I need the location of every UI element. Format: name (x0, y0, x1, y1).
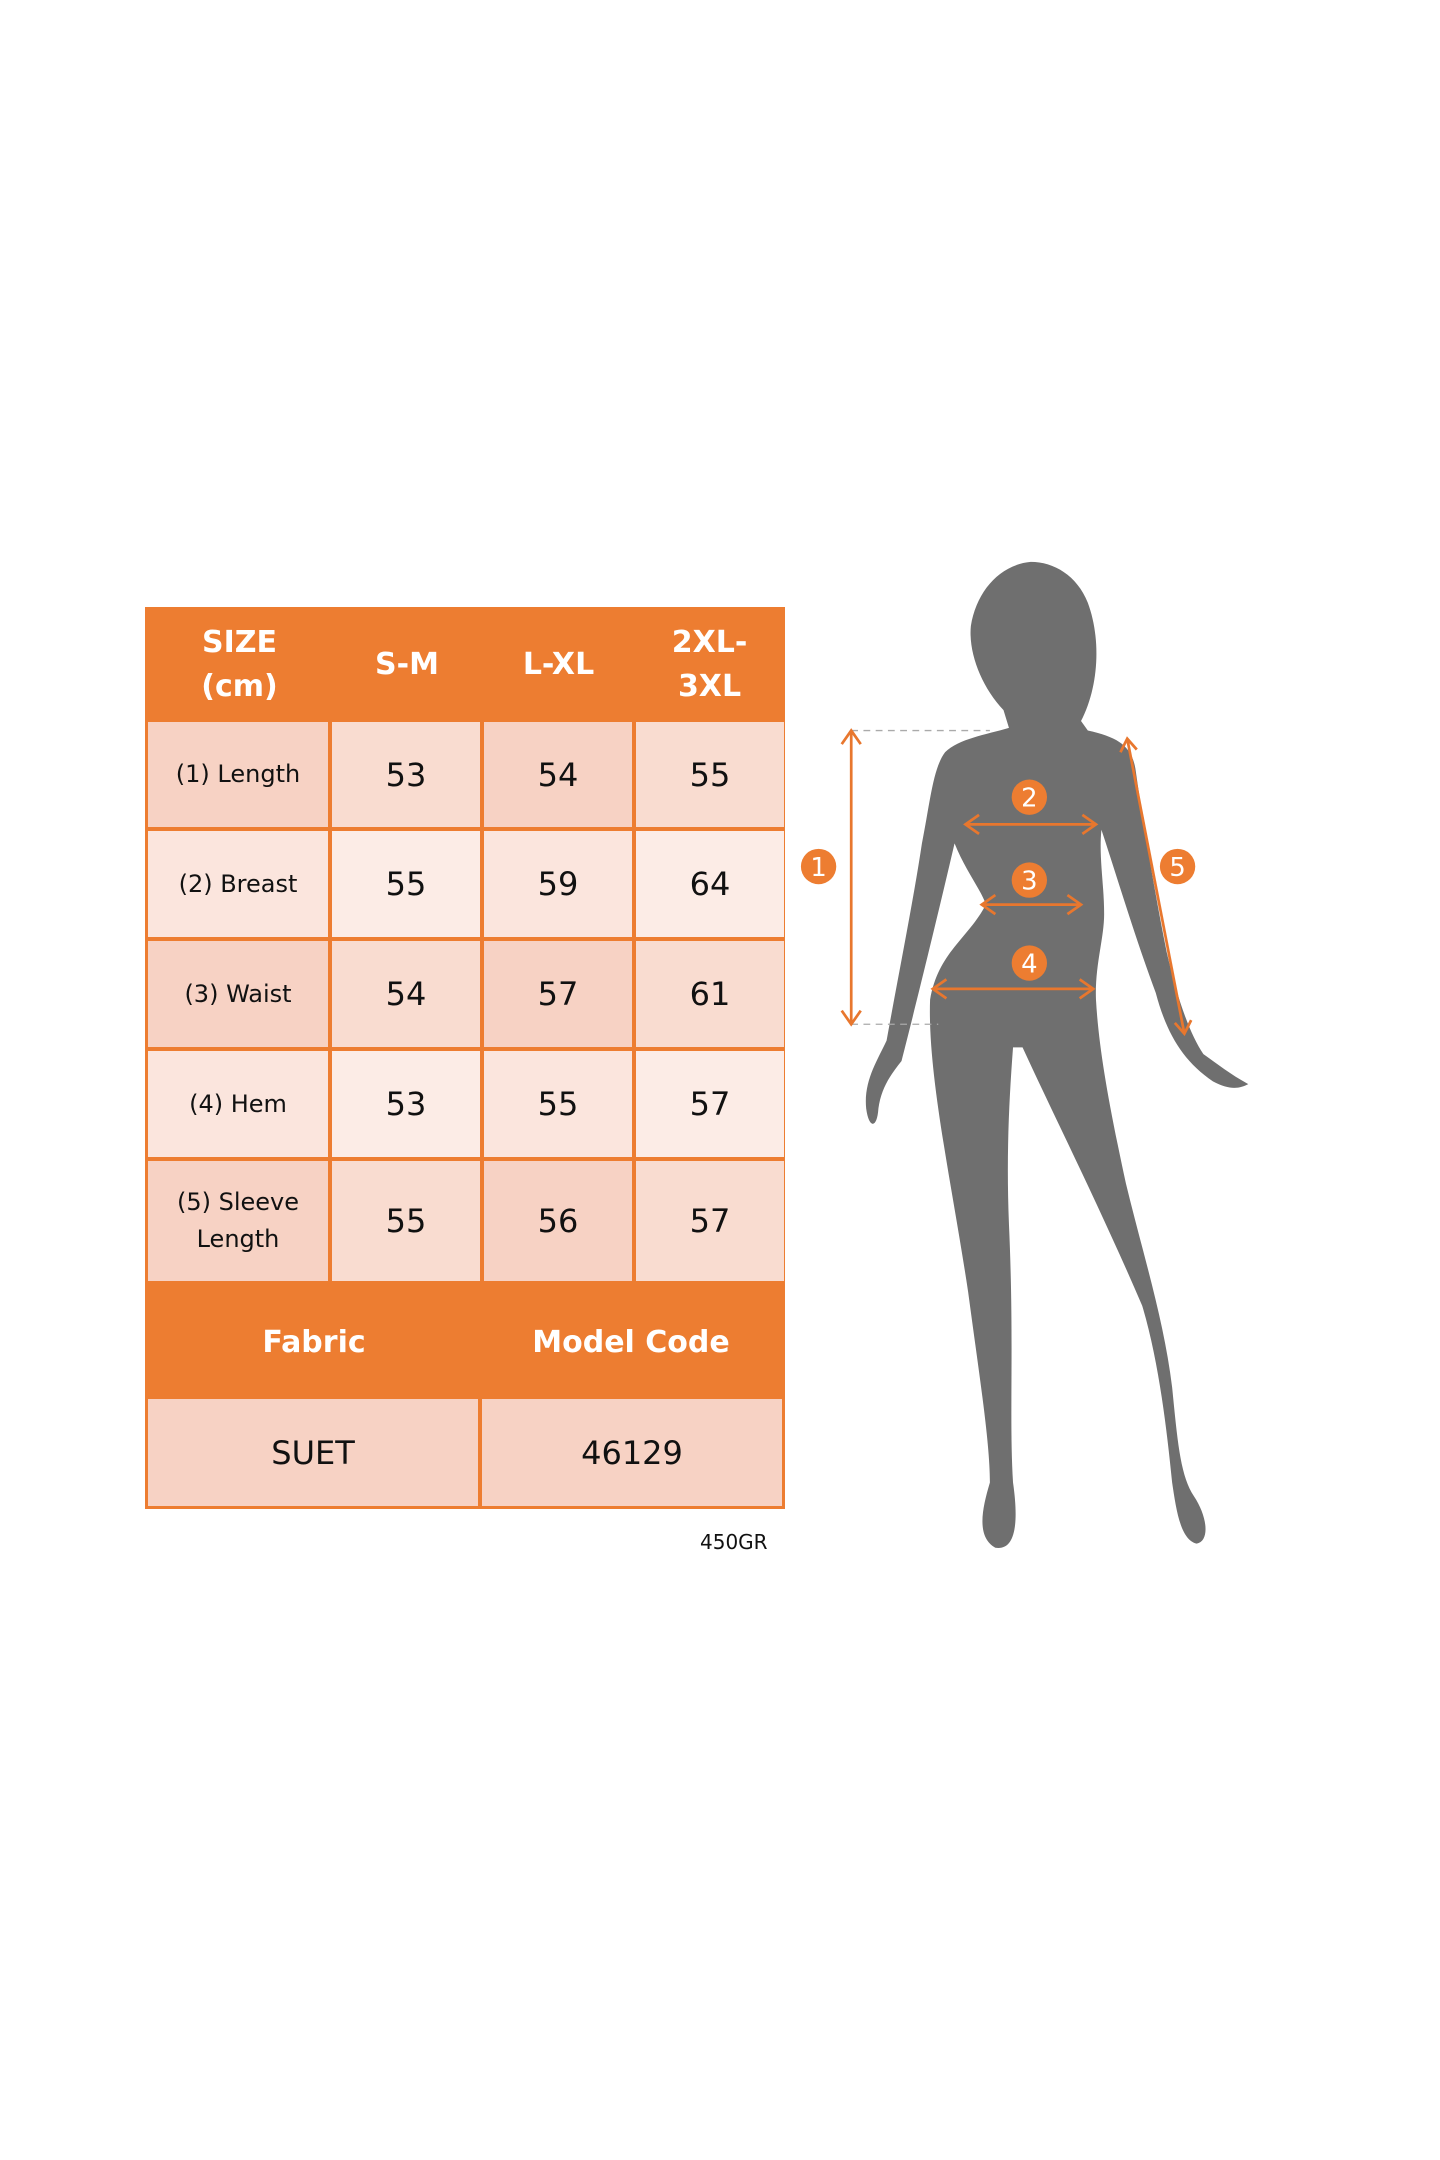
size-chart-table: SIZE (cm) S-M L-XL 2XL-3XL (1) Length 53 … (145, 607, 785, 1509)
row-label-breast: (2) Breast (148, 831, 328, 937)
label-line: (5) Sleeve (176, 1188, 300, 1216)
body-silhouette (865, 561, 1249, 1549)
fabric-value: SUET (148, 1399, 478, 1506)
row-label-hem: (4) Hem (148, 1051, 328, 1157)
arrowhead (1173, 1019, 1193, 1037)
cell-value: 64 (636, 831, 784, 937)
cell-value: 55 (484, 1051, 632, 1157)
marker-3: 3 (1011, 862, 1048, 898)
cell-value: 61 (636, 941, 784, 1047)
marker-label: 2 (1021, 784, 1037, 814)
arrowhead (930, 978, 948, 1000)
measurement-lines (840, 728, 1193, 1037)
cell-value: 56 (484, 1161, 632, 1281)
marker-2: 2 (1011, 779, 1048, 815)
cell-value: 57 (484, 941, 632, 1047)
header-model-code: Model Code (532, 1324, 730, 1360)
arrowhead (1119, 736, 1138, 753)
marker-label: 4 (1021, 950, 1037, 980)
marker-label: 3 (1021, 867, 1037, 897)
header-unit: (cm) (201, 668, 278, 704)
marker-label: 1 (810, 853, 826, 883)
cell-value: 53 (332, 1051, 480, 1157)
arrowhead (1078, 978, 1096, 1000)
arrowhead (1081, 813, 1099, 835)
header-size-cm: SIZE (cm) (201, 621, 277, 709)
row-label-waist: (3) Waist (148, 941, 328, 1047)
cell-value: 55 (636, 722, 784, 827)
size-rows: (1) Length 53 54 55 (2) Breast 55 59 64 … (148, 722, 784, 1281)
marker-4: 4 (1011, 945, 1048, 981)
header-size: SIZE (201, 624, 277, 660)
cell-value: 55 (332, 1161, 480, 1281)
row-label-sleeve-length: (5) Sleeve Length (148, 1161, 328, 1281)
marker-1: 1 (800, 848, 837, 885)
arrowhead (1066, 893, 1084, 916)
header-l-xl: L-XL (522, 646, 595, 682)
cell-value: 53 (332, 722, 480, 827)
cell-value: 57 (636, 1161, 784, 1281)
weight-note: 450GR (700, 1530, 768, 1554)
marker-label: 5 (1169, 853, 1185, 883)
header-s-m: S-M (375, 646, 439, 682)
label-line: Length (196, 1225, 280, 1253)
arrowhead (840, 1009, 862, 1027)
row-label-length: (1) Length (148, 722, 328, 827)
sleeve-arrow (1125, 738, 1186, 1035)
cell-value: 54 (332, 941, 480, 1047)
marker-5: 5 (1159, 848, 1196, 885)
cell-value: 54 (484, 722, 632, 827)
info-header-row: Fabric Model Code (148, 1285, 782, 1399)
model-code-value: 46129 (482, 1399, 782, 1506)
arrowhead (963, 813, 980, 835)
cell-value: 59 (484, 831, 632, 937)
size-header-row: SIZE (cm) S-M L-XL 2XL-3XL (148, 607, 782, 722)
info-value-row: SUET 46129 (148, 1399, 782, 1506)
cell-value: 55 (332, 831, 480, 937)
cell-value: 57 (636, 1051, 784, 1157)
arrowhead (840, 728, 862, 745)
header-2xl-3xl: 2XL-3XL (671, 624, 748, 704)
arrowhead (979, 893, 997, 916)
header-fabric: Fabric (262, 1324, 366, 1360)
